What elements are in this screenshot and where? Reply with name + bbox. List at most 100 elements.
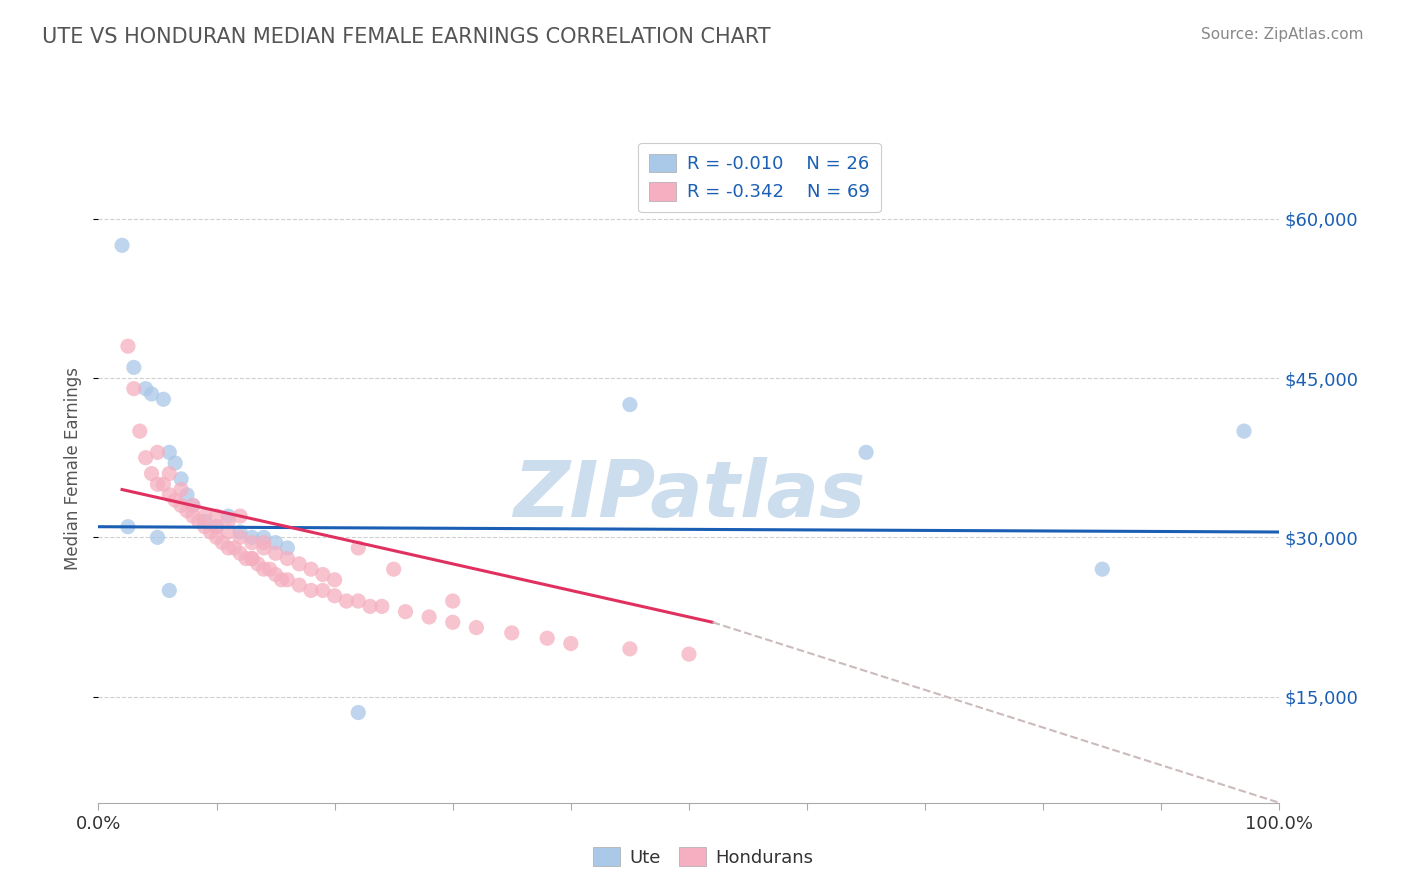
Point	[135, 382, 157, 396]
Point	[141, 387, 163, 401]
Point	[187, 515, 209, 529]
Point	[170, 483, 193, 497]
Point	[246, 557, 269, 571]
Point	[335, 594, 357, 608]
Point	[371, 599, 394, 614]
Point	[205, 519, 228, 533]
Point	[312, 567, 335, 582]
Point	[465, 621, 488, 635]
Legend: Ute, Hondurans: Ute, Hondurans	[586, 840, 820, 874]
Point	[157, 467, 180, 481]
Point	[176, 504, 198, 518]
Point	[323, 589, 346, 603]
Text: ZIPatlas: ZIPatlas	[513, 457, 865, 533]
Point	[359, 599, 381, 614]
Point	[619, 398, 641, 412]
Point	[165, 456, 187, 470]
Point	[217, 541, 239, 555]
Point	[1091, 562, 1114, 576]
Point	[441, 594, 464, 608]
Point	[128, 424, 150, 438]
Point	[264, 567, 287, 582]
Point	[146, 445, 169, 459]
Point	[194, 515, 217, 529]
Text: Source: ZipAtlas.com: Source: ZipAtlas.com	[1201, 27, 1364, 42]
Point	[122, 382, 145, 396]
Point	[117, 339, 139, 353]
Point	[146, 477, 169, 491]
Point	[152, 477, 174, 491]
Point	[235, 551, 257, 566]
Legend: R = -0.010    N = 26, R = -0.342    N = 69: R = -0.010 N = 26, R = -0.342 N = 69	[638, 143, 880, 212]
Point	[299, 583, 322, 598]
Point	[501, 626, 523, 640]
Point	[259, 562, 281, 576]
Point	[240, 551, 263, 566]
Y-axis label: Median Female Earnings: Median Female Earnings	[65, 367, 83, 570]
Point	[347, 541, 370, 555]
Point	[288, 578, 311, 592]
Point	[270, 573, 292, 587]
Point	[441, 615, 464, 630]
Point	[141, 467, 163, 481]
Point	[299, 562, 322, 576]
Point	[229, 524, 252, 539]
Point	[229, 546, 252, 560]
Point	[211, 535, 233, 549]
Point	[170, 499, 193, 513]
Point	[205, 530, 228, 544]
Point	[170, 472, 193, 486]
Point	[288, 557, 311, 571]
Point	[146, 530, 169, 544]
Point	[1233, 424, 1256, 438]
Point	[122, 360, 145, 375]
Point	[152, 392, 174, 407]
Point	[855, 445, 877, 459]
Point	[205, 509, 228, 524]
Point	[229, 530, 252, 544]
Point	[200, 524, 222, 539]
Point	[135, 450, 157, 465]
Point	[176, 488, 198, 502]
Point	[619, 641, 641, 656]
Point	[276, 573, 298, 587]
Point	[347, 706, 370, 720]
Point	[394, 605, 416, 619]
Point	[224, 541, 246, 555]
Point	[111, 238, 134, 252]
Point	[347, 594, 370, 608]
Point	[181, 499, 204, 513]
Point	[240, 530, 263, 544]
Point	[194, 519, 217, 533]
Point	[217, 509, 239, 524]
Point	[276, 551, 298, 566]
Point	[382, 562, 405, 576]
Point	[678, 647, 700, 661]
Point	[157, 583, 180, 598]
Point	[217, 515, 239, 529]
Point	[253, 562, 276, 576]
Point	[157, 445, 180, 459]
Point	[264, 546, 287, 560]
Point	[157, 488, 180, 502]
Point	[217, 524, 239, 539]
Point	[560, 636, 582, 650]
Point	[536, 631, 558, 645]
Point	[253, 530, 276, 544]
Text: UTE VS HONDURAN MEDIAN FEMALE EARNINGS CORRELATION CHART: UTE VS HONDURAN MEDIAN FEMALE EARNINGS C…	[42, 27, 770, 46]
Point	[194, 509, 217, 524]
Point	[323, 573, 346, 587]
Point	[117, 519, 139, 533]
Point	[264, 535, 287, 549]
Point	[312, 583, 335, 598]
Point	[418, 610, 440, 624]
Point	[240, 535, 263, 549]
Point	[276, 541, 298, 555]
Point	[229, 509, 252, 524]
Point	[165, 493, 187, 508]
Point	[181, 509, 204, 524]
Point	[253, 541, 276, 555]
Point	[240, 551, 263, 566]
Point	[205, 519, 228, 533]
Point	[181, 499, 204, 513]
